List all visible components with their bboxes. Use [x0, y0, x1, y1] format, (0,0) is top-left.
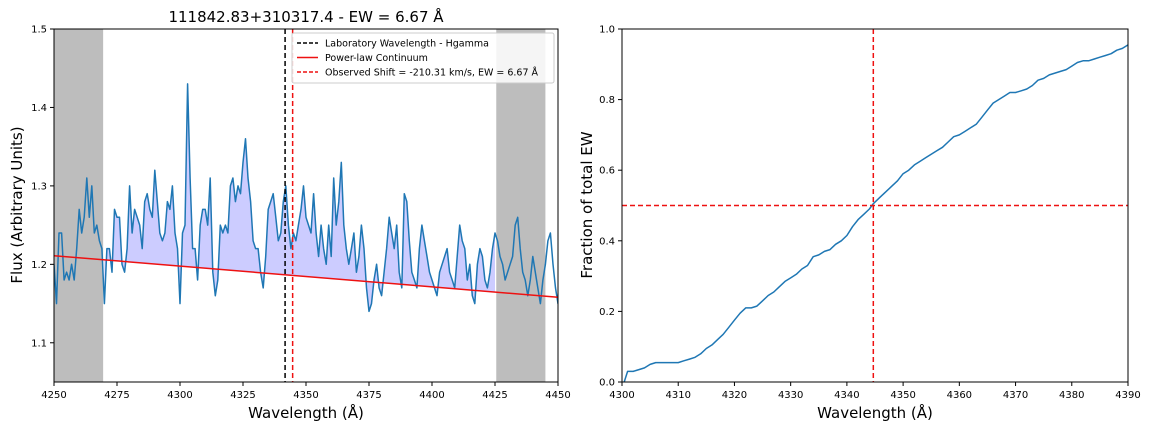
left-x-ticks: 4250 4275 4300 4325 4350 4375 4400 4425 4450 — [41, 382, 571, 401]
right-x-axis-label: Wavelength (Å) — [817, 403, 933, 422]
legend-observed-shift: Observed Shift = -210.31 km/s, EW = 6.67… — [325, 67, 539, 79]
flux-series — [54, 83, 558, 313]
x-tick-label: 4370 — [1003, 390, 1028, 401]
x-tick-label: 4300 — [167, 390, 192, 401]
x-tick-label: 4325 — [230, 390, 255, 401]
x-tick-label: 4250 — [41, 390, 66, 401]
x-tick-label: 4400 — [419, 390, 444, 401]
wavelength-markers — [284, 29, 294, 382]
excluded-regions — [54, 29, 546, 382]
x-tick-label: 4310 — [665, 390, 690, 401]
left-y-axis-label: Flux (Arbitrary Units) — [8, 126, 26, 283]
half-ew-markers — [622, 29, 1128, 382]
y-tick-label: 0.2 — [599, 307, 615, 318]
continuum-line — [53, 254, 559, 299]
y-tick-label: 1.1 — [31, 338, 47, 349]
x-tick-label: 4320 — [722, 390, 747, 401]
x-tick-label: 4300 — [609, 390, 634, 401]
legend-continuum: Power-law Continuum — [325, 53, 428, 64]
x-tick-label: 4350 — [890, 390, 915, 401]
excluded-region — [54, 29, 104, 382]
y-tick-label: 1.2 — [31, 260, 47, 271]
cumulative-ew-line — [623, 44, 1128, 382]
ew-fill-area — [104, 83, 496, 312]
cumulative-series — [623, 44, 1128, 382]
x-tick-label: 4350 — [293, 390, 318, 401]
right-x-ticks: 4300 4310 4320 4330 4340 4350 4360 4370 4380 4390 — [609, 382, 1141, 401]
left-y-ticks: 1.1 1.2 1.3 1.4 1.5 — [31, 25, 54, 349]
y-tick-label: 1.4 — [31, 103, 47, 114]
x-tick-label: 4275 — [104, 390, 129, 401]
y-tick-label: 1.5 — [31, 25, 47, 36]
x-tick-label: 4425 — [482, 390, 507, 401]
legend-lab-wavelength: Laboratory Wavelength - Hgamma — [325, 39, 489, 50]
excluded-region — [496, 29, 546, 382]
left-chart-title: 111842.83+310317.4 - EW = 6.67 Å — [168, 7, 444, 26]
legend: Laboratory Wavelength - Hgamma Power-law… — [291, 32, 555, 84]
x-tick-label: 4390 — [1115, 390, 1140, 401]
y-tick-label: 0.6 — [599, 166, 615, 177]
flux-line — [54, 83, 558, 313]
y-tick-label: 0.8 — [599, 95, 615, 106]
y-tick-label: 0.4 — [599, 236, 615, 247]
continuum-line — [53, 254, 559, 299]
x-tick-label: 4380 — [1059, 390, 1084, 401]
y-tick-label: 1.3 — [31, 181, 47, 192]
right-axes-frame — [621, 28, 1129, 383]
x-tick-label: 4330 — [778, 390, 803, 401]
x-tick-label: 4450 — [545, 390, 570, 401]
x-tick-label: 4340 — [834, 390, 859, 401]
y-tick-label: 0.0 — [599, 378, 615, 389]
ew-fill — [104, 83, 496, 312]
x-tick-label: 4360 — [947, 390, 972, 401]
y-tick-label: 1.0 — [599, 25, 615, 36]
left-x-axis-label: Wavelength (Å) — [248, 403, 364, 422]
right-y-axis-label: Fraction of total EW — [578, 131, 596, 278]
legend-box — [291, 32, 555, 84]
spectrum-panel: 4250 4275 4300 4325 4350 4375 4400 4425 4450 1.1… — [8, 7, 571, 422]
right-y-ticks: 0.0 0.2 0.4 0.6 0.8 1.0 — [599, 25, 622, 389]
cumulative-ew-panel: 4300 4310 4320 4330 4340 4350 4360 4370 4380 4390… — [578, 25, 1141, 423]
x-tick-label: 4375 — [356, 390, 381, 401]
